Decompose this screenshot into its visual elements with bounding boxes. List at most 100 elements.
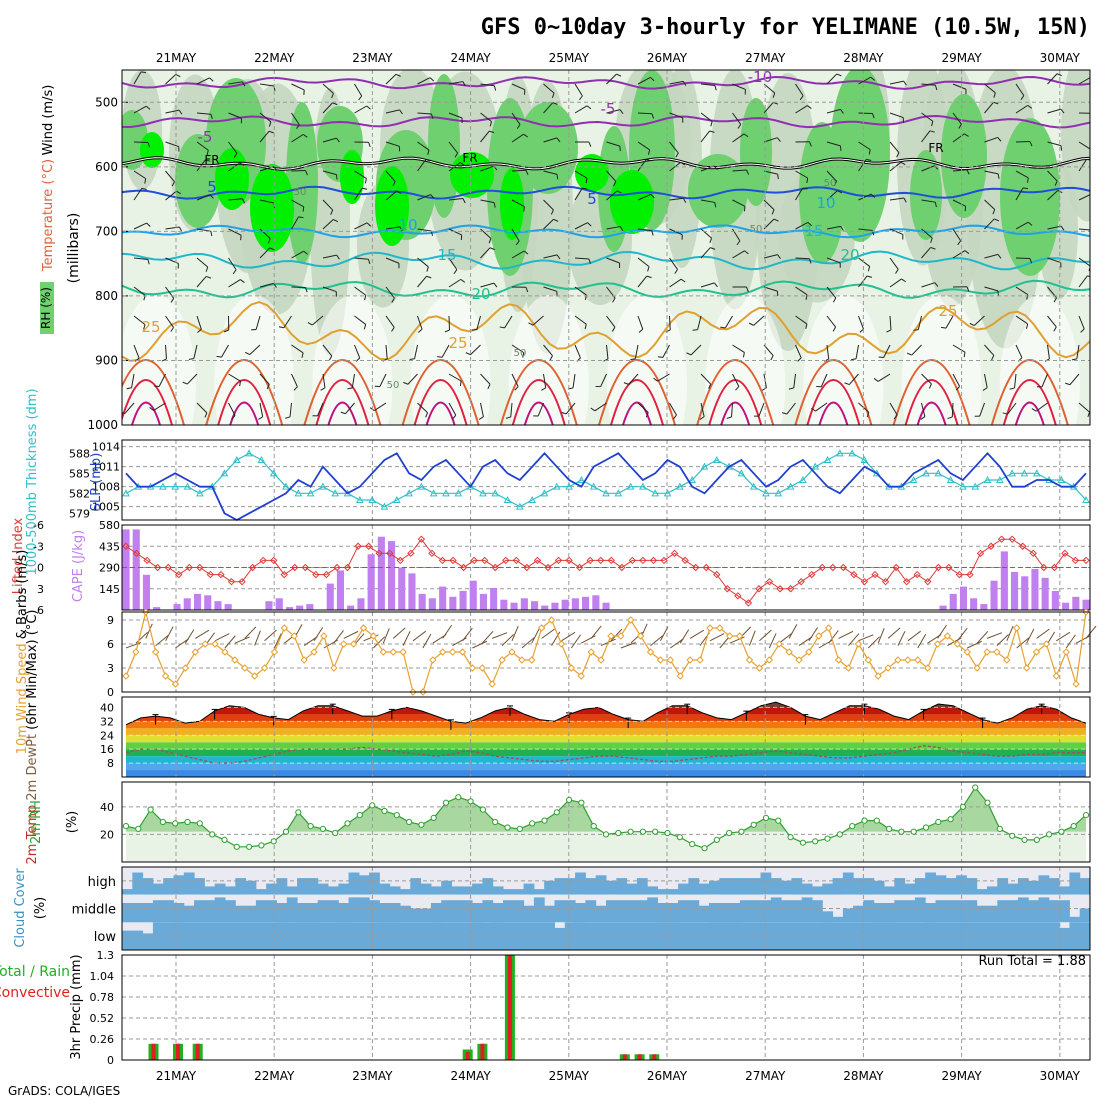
precip-convective-bar (151, 1043, 156, 1060)
wind-barb-flag (777, 254, 781, 259)
wind-barb (590, 625, 602, 639)
thickness-point (565, 482, 573, 490)
wind-barb-flag (748, 322, 754, 326)
wind-barb (1026, 628, 1035, 644)
wind-barb (1078, 228, 1090, 231)
date-label-top: 29MAY (941, 51, 982, 65)
isotherm-arc-30 (892, 359, 971, 425)
lifted-index-point (238, 577, 246, 586)
cloud-bar-middle (842, 908, 854, 923)
cloud-bar-low (976, 922, 988, 950)
cloud-bar-middle (698, 905, 710, 923)
cloud-bar-high (245, 880, 257, 895)
wind-barb-flag (505, 416, 511, 419)
axis-label-part: SLP (mb) (89, 453, 104, 512)
rh2m-point (319, 825, 326, 833)
y-tick-label: 24 (100, 729, 114, 742)
lifted-index-point (196, 563, 204, 572)
cloud-bar-middle (245, 905, 257, 923)
wind-barb-flag (833, 181, 837, 186)
wind-barb (1015, 83, 1025, 96)
wind-barb-flag (178, 226, 183, 232)
wind-barb-flag (680, 278, 686, 283)
isotherm-label: 25 (141, 318, 160, 336)
cloud-bar-middle (183, 905, 195, 923)
cloud-bar-middle (966, 900, 978, 923)
wind-speed-point (785, 648, 793, 656)
wind-barb-flag (957, 240, 962, 246)
axis-label-part: Wind (m/s) (41, 85, 56, 156)
wind-barb-flag (720, 326, 726, 329)
wind-barb (417, 159, 427, 172)
lifted-index-point (523, 563, 531, 572)
lifted-index-point (934, 563, 943, 572)
date-label-bottom: 26MAY (647, 1069, 688, 1083)
wind-barb (574, 344, 581, 359)
wind-barb (855, 344, 859, 359)
wind-barb-flag (1087, 412, 1090, 418)
wind-barb (574, 257, 590, 260)
cloud-bar-high (132, 872, 144, 895)
cape-bar (1021, 576, 1029, 610)
wind-barb-flag (336, 174, 338, 180)
cloud-bar-high (966, 878, 978, 895)
wind-barb (795, 286, 808, 296)
rh2m-point (307, 823, 314, 830)
wind-barb-flag (273, 283, 277, 288)
lifted-index-point (438, 556, 447, 565)
wind-barb (264, 629, 277, 642)
wind-barb-flag (682, 81, 687, 86)
wind-barb (911, 344, 922, 356)
wind-barb (133, 315, 146, 326)
thickness-point (712, 455, 721, 463)
wind-barb (883, 344, 891, 358)
wind-barb (322, 170, 337, 176)
wind-barb (921, 247, 932, 259)
wind-barb-flag (851, 358, 857, 361)
cloud-bar-high (255, 889, 267, 895)
cloud-bar-middle (276, 903, 288, 923)
rh2m-point (172, 820, 179, 827)
wind-barb (984, 373, 988, 388)
y-right-tick-label: 1008 (92, 481, 120, 494)
rh2m-point (1058, 828, 1065, 835)
axis-label: RH (%) (39, 287, 53, 329)
wind-barb-flag (735, 386, 740, 391)
lifted-index-point (639, 556, 647, 565)
thickness-point (811, 462, 820, 470)
wind-barb-flag (934, 202, 937, 208)
wind-barb-flag (870, 193, 876, 198)
wind-barb (354, 170, 367, 179)
cape-bar (132, 529, 140, 610)
wind-speed-point (389, 648, 397, 656)
wind-barb (952, 344, 966, 353)
cloud-bar-high (441, 880, 452, 895)
rh2m-point (639, 828, 647, 835)
upper-air-body (122, 70, 1090, 425)
wind-speed-point (914, 656, 922, 664)
cloud-bar-high (606, 880, 617, 895)
wind-barb (511, 112, 521, 125)
cloud-bar-middle (1017, 897, 1029, 923)
precip-convective-bar (176, 1043, 180, 1060)
cape-bar (388, 541, 396, 610)
cape-bar (500, 599, 508, 610)
wind-barb (606, 344, 609, 359)
wind-barb-flag (713, 165, 718, 171)
wind-barb (417, 402, 428, 414)
wind-barb (1036, 628, 1050, 639)
wind-barb-flag (145, 105, 151, 110)
thickness-point (171, 482, 180, 490)
wind-barb-flag (232, 269, 237, 275)
rh2m-point (812, 838, 819, 845)
wind-barb-flag (623, 382, 629, 385)
rh2m-point (676, 834, 683, 841)
wind-barb (511, 83, 525, 91)
axis-label: 1000-500mb Thickness (dm) (25, 388, 40, 575)
wind-barb-flag (895, 269, 899, 274)
cloud-bar-middle (770, 897, 782, 923)
wind-barb (133, 257, 148, 260)
cloud-bar-low (358, 922, 370, 950)
date-label-bottom: 30MAY (1040, 1069, 1081, 1083)
isotherm-line (122, 250, 1090, 271)
